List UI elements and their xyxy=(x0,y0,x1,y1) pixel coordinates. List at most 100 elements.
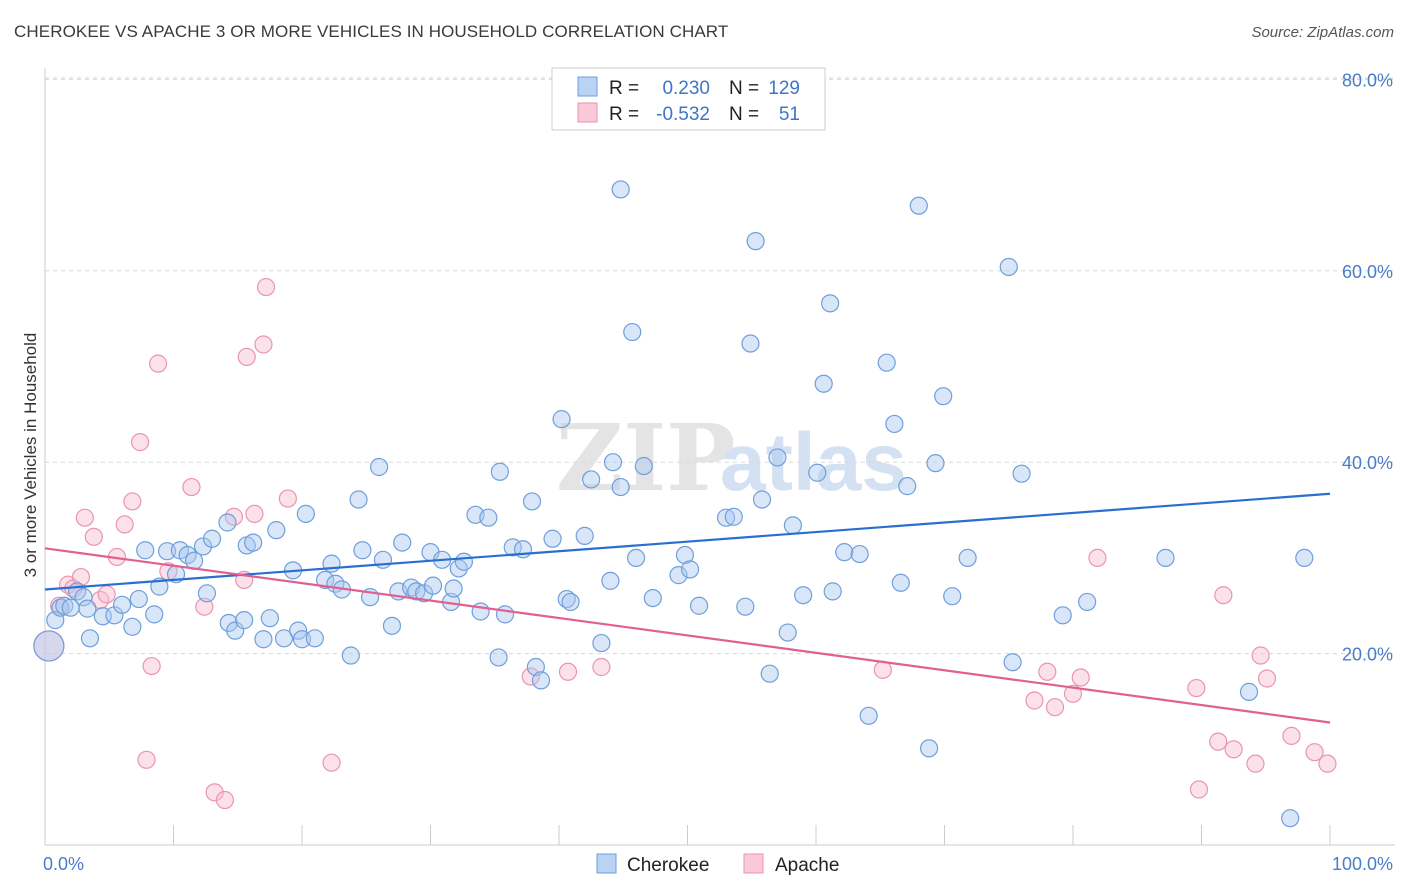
apache-points xyxy=(33,277,1337,810)
cherokee-point-30 xyxy=(244,533,263,552)
legend-r-label-1: R = xyxy=(609,78,639,99)
y-tick-label-1: 40.0% xyxy=(1342,453,1393,473)
cherokee-point-8 xyxy=(80,629,100,648)
cherokee-point-66 xyxy=(489,648,508,667)
cherokee-point-91 xyxy=(680,560,700,579)
cherokee-point-17 xyxy=(157,542,177,561)
apache-point-19 xyxy=(205,783,224,802)
y-axis-label: 3 or more Vehicles in Household xyxy=(21,333,40,578)
apache-point-44 xyxy=(1246,754,1265,773)
cherokee-point-92 xyxy=(689,596,709,615)
apache-point-42 xyxy=(1214,586,1233,605)
series-legend: Cherokee Apache xyxy=(596,853,839,876)
apache-point-30 xyxy=(558,662,578,681)
apache-point-13 xyxy=(137,750,156,769)
apache-point-32 xyxy=(873,660,892,679)
cherokee-point-98 xyxy=(752,490,772,509)
axes xyxy=(44,68,1395,846)
legend-n-value-2: 51 xyxy=(779,104,800,125)
cherokee-point-80 xyxy=(592,633,611,653)
apache-point-37 xyxy=(1071,668,1090,687)
cherokee-point-34 xyxy=(274,629,294,648)
apache-point-29 xyxy=(521,667,540,686)
apache-point-17 xyxy=(182,477,201,497)
watermark: ZIP atlas xyxy=(556,404,907,512)
cherokee-point-112 xyxy=(885,414,904,434)
cherokee-point-88 xyxy=(643,588,662,608)
trend-lines xyxy=(44,492,1331,724)
cherokee-point-75 xyxy=(552,410,571,429)
cherokee-point-108 xyxy=(835,543,854,562)
cherokee-point-78 xyxy=(575,526,594,545)
cherokee-point-100 xyxy=(768,448,787,467)
cherokee-point-99 xyxy=(760,664,779,683)
cherokee-point-73 xyxy=(531,671,551,690)
cherokee-point-57 xyxy=(423,576,443,595)
legend-n-label-2: N = xyxy=(729,104,759,125)
apache-point-15 xyxy=(148,354,168,373)
cherokee-point-37 xyxy=(292,630,312,649)
cherokee-point-24 xyxy=(202,529,222,548)
cherokee-point-32 xyxy=(260,609,279,628)
apache-point-31 xyxy=(592,657,611,677)
cherokee-point-28 xyxy=(235,611,254,630)
apache-point-5 xyxy=(75,508,94,527)
cherokee-point-71 xyxy=(522,492,542,511)
apache-point-38 xyxy=(1088,548,1107,568)
apache-point-24 xyxy=(245,504,264,523)
cherokee-point-96 xyxy=(741,334,760,353)
apache-point-48 xyxy=(1305,743,1324,762)
cherokee-point-97 xyxy=(746,232,765,251)
apache-point-28 xyxy=(322,753,341,772)
x-tick-labels: 0.0% 100.0% xyxy=(43,854,1393,874)
legend-n-label-1: N = xyxy=(729,78,759,99)
cherokee-point-101 xyxy=(778,623,797,642)
cherokee-point-86 xyxy=(626,548,646,568)
apache-point-10 xyxy=(115,515,134,534)
cherokee-point-128 xyxy=(1281,809,1300,828)
cherokee-point-115 xyxy=(909,196,928,215)
cherokee-point-121 xyxy=(999,257,1018,277)
cherokee-point-87 xyxy=(634,456,653,476)
apache-point-6 xyxy=(84,527,103,546)
cherokee-point-83 xyxy=(611,477,630,497)
cherokee-point-67 xyxy=(490,462,509,481)
apache-point-39 xyxy=(1187,678,1206,698)
bottom-legend-swatch-cherokee xyxy=(596,853,617,874)
apache-point-26 xyxy=(256,277,276,297)
cherokee-point-45 xyxy=(349,490,368,509)
apache-point-35 xyxy=(1045,698,1065,717)
cherokee-point-61 xyxy=(454,552,474,571)
cherokee-point-7 xyxy=(78,599,97,618)
x-tick-label-0: 0.0% xyxy=(43,854,84,874)
cherokee-point-104 xyxy=(808,463,827,482)
apache-point-12 xyxy=(130,433,150,452)
cherokee-point-94 xyxy=(724,507,743,526)
cherokee-point-114 xyxy=(898,477,917,496)
cherokee-point-72 xyxy=(526,657,545,677)
cherokee-point-52 xyxy=(393,533,412,552)
cherokee-point-25 xyxy=(218,513,237,532)
apache-point-36 xyxy=(1063,684,1083,703)
legend-r-value-2: -0.532 xyxy=(656,104,710,125)
apache-point-45 xyxy=(1251,646,1270,665)
apache-point-49 xyxy=(1318,754,1337,773)
cherokee-point-46 xyxy=(353,541,372,560)
cherokee-point-90 xyxy=(675,545,695,565)
chart-title: CHEROKEE VS APACHE 3 OR MORE VEHICLES IN… xyxy=(14,22,729,41)
cherokee-point-127 xyxy=(1239,682,1259,701)
cherokee-point-77 xyxy=(561,592,580,612)
apache-point-47 xyxy=(1282,726,1301,746)
apache-point-4 xyxy=(71,567,91,587)
cherokee-point-102 xyxy=(783,516,802,535)
cherokee-point-62 xyxy=(444,579,463,598)
cherokee-point-11 xyxy=(112,595,132,614)
cherokee-point-82 xyxy=(603,453,623,472)
apache-point-34 xyxy=(1038,662,1057,681)
cherokee-point-107 xyxy=(823,582,842,601)
apache-point-40 xyxy=(1189,780,1209,799)
cherokee-point-129 xyxy=(1295,548,1314,568)
bottom-legend-apache: Apache xyxy=(775,855,839,876)
y-tick-label-2: 60.0% xyxy=(1342,262,1393,282)
source-label: Source: ZipAtlas.com xyxy=(1251,24,1394,41)
